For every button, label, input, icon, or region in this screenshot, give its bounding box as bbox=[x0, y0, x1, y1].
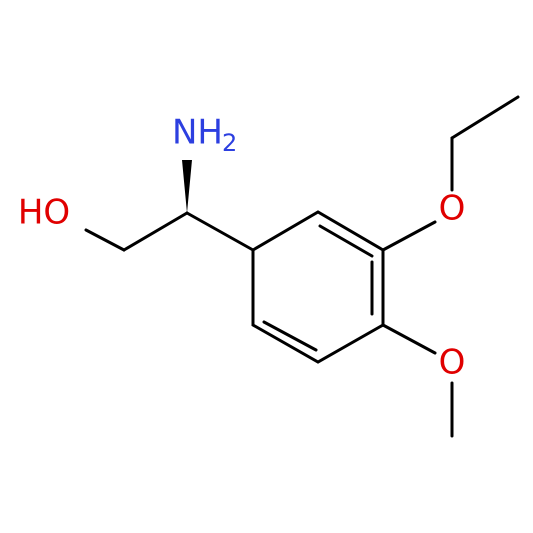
bond bbox=[84, 228, 126, 252]
bond bbox=[122, 211, 189, 252]
atom-label: O bbox=[439, 343, 466, 383]
atom-label: NH bbox=[172, 113, 223, 153]
double-bond bbox=[262, 320, 318, 352]
atom-label: HO bbox=[18, 193, 70, 233]
bond bbox=[381, 220, 437, 252]
bond bbox=[185, 211, 255, 252]
atom-subscript: 2 bbox=[222, 129, 237, 157]
bond bbox=[450, 95, 520, 140]
bond bbox=[381, 323, 437, 355]
bonds bbox=[84, 95, 520, 438]
double-bond bbox=[318, 224, 374, 258]
wedge-bond bbox=[182, 160, 192, 213]
atom-label: O bbox=[439, 189, 466, 229]
